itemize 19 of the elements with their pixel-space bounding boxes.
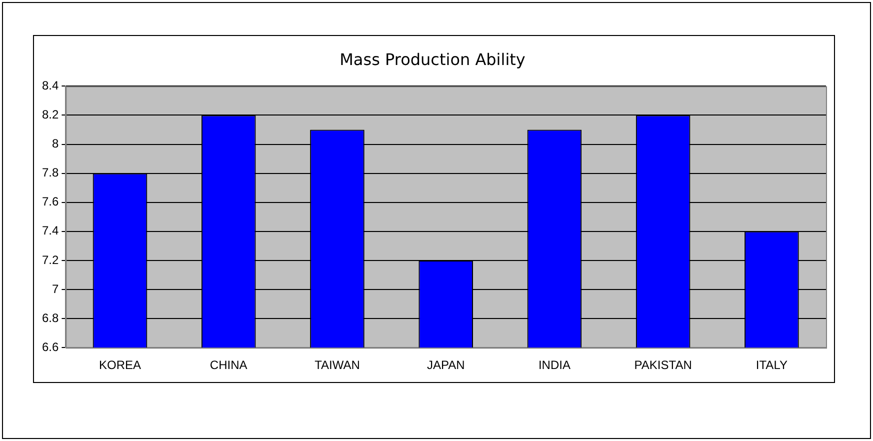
y-tick-label: 6.8 — [42, 310, 59, 325]
y-tick-label: 8.4 — [42, 78, 59, 93]
y-tick-label: 8 — [52, 136, 59, 151]
x-tick-label: JAPAN — [426, 358, 465, 372]
x-tick-label: CHINA — [210, 358, 248, 372]
x-tick-label: ITALY — [756, 358, 788, 372]
chart-frame: Mass Production Ability KOREA CHINA TAIWAN JAPAN INDIA PAKISTAN ITALY 6.6 6.8 7 7.2 7.4 7.6 7.8 8 8.2 8.4 — [33, 35, 835, 383]
y-tick-label: 7.2 — [42, 252, 59, 267]
x-tick-label: TAIWAN — [314, 358, 360, 372]
x-tick-label: PAKISTAN — [634, 358, 692, 372]
y-tick-label: 6.6 — [42, 340, 59, 354]
y-tick-label: 7 — [52, 282, 59, 296]
y-tick-label: 8.2 — [42, 108, 59, 122]
x-tick-label: INDIA — [538, 358, 570, 372]
y-tick-label: 7.4 — [42, 224, 59, 238]
chart-title: Mass Production Ability — [340, 50, 526, 69]
x-tick-label: KOREA — [98, 358, 141, 372]
y-tick-label: 7.6 — [42, 194, 59, 209]
y-tick-label: 7.8 — [42, 166, 59, 180]
